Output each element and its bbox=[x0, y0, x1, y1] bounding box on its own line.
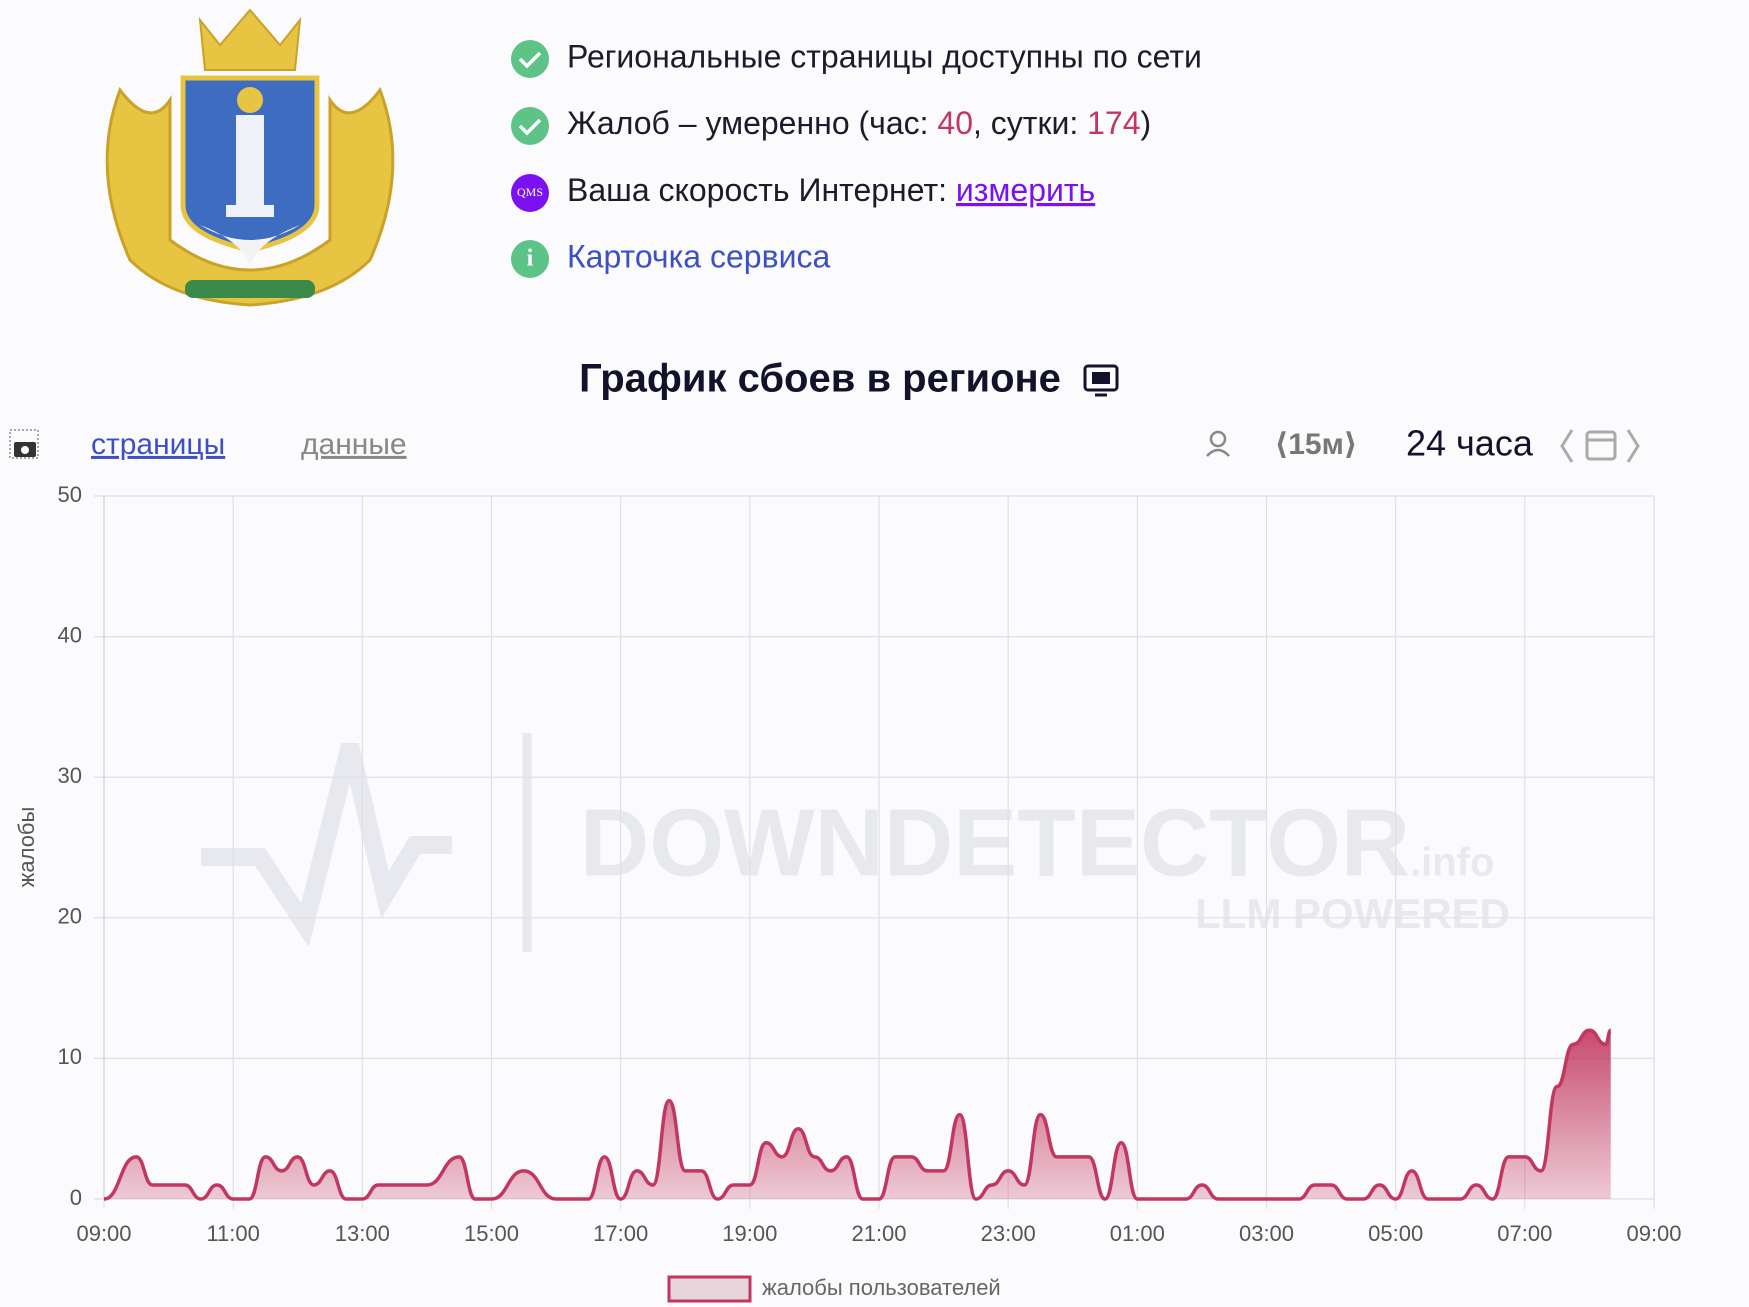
watermark: DOWNDETECTOR .info LLM POWERED bbox=[201, 733, 1510, 952]
legend-label: жалобы пользователей bbox=[762, 1275, 1001, 1300]
status-text: ) bbox=[1140, 105, 1151, 141]
monitor-icon bbox=[1083, 364, 1119, 397]
x-tick-label: 15:00 bbox=[464, 1221, 519, 1246]
status-text: Жалоб – умеренно (час: 40, сутки: 174) bbox=[567, 105, 1151, 141]
chart-title: График сбоев в регионе bbox=[579, 357, 1061, 401]
status-text: Ваша скорость Интернет: bbox=[567, 172, 956, 208]
watermark-brand: DOWNDETECTOR bbox=[580, 789, 1410, 896]
day-count: 174 bbox=[1087, 105, 1140, 141]
info-label: i bbox=[527, 246, 534, 272]
qms-label: QMS bbox=[517, 185, 543, 199]
tab[interactable]: данные bbox=[301, 428, 407, 461]
x-tick-label: 07:00 bbox=[1497, 1221, 1552, 1246]
info-icon bbox=[511, 240, 549, 278]
camera-icon[interactable] bbox=[9, 429, 39, 459]
interval[interactable]: ⟨15м⟩ bbox=[1275, 428, 1358, 461]
status-text: Региональные страницы доступны по сети bbox=[567, 38, 1202, 74]
legend-swatch bbox=[667, 1275, 752, 1303]
speed-link[interactable]: измерить bbox=[956, 172, 1095, 208]
x-tick-label: 19:00 bbox=[722, 1221, 777, 1246]
status-text: Жалоб – умеренно (час: bbox=[567, 105, 937, 141]
y-tick-label: 50 bbox=[58, 482, 82, 507]
x-tick-label: 11:00 bbox=[206, 1221, 259, 1246]
calendar-nav[interactable] bbox=[1560, 429, 1640, 463]
x-tick-label: 09:00 bbox=[76, 1221, 131, 1246]
status-text: Ваша скорость Интернет: измерить bbox=[567, 172, 1095, 208]
y-tick-label: 0 bbox=[70, 1185, 82, 1210]
x-tick-label: 17:00 bbox=[593, 1221, 648, 1246]
ok-icon bbox=[511, 40, 549, 78]
tab[interactable]: страницы bbox=[91, 428, 225, 461]
x-tick-label: 23:00 bbox=[981, 1221, 1036, 1246]
x-tick-label: 13:00 bbox=[335, 1221, 390, 1246]
service-link[interactable]: Карточка сервиса bbox=[567, 238, 830, 274]
watermark-suffix: .info bbox=[1410, 841, 1494, 885]
x-tick-label: 01:00 bbox=[1110, 1221, 1165, 1246]
coat-of-arms bbox=[105, 8, 395, 307]
watermark-tagline: LLM POWERED bbox=[1195, 890, 1510, 937]
x-tick-label: 05:00 bbox=[1368, 1221, 1423, 1246]
y-tick-label: 30 bbox=[58, 763, 82, 788]
hour-count: 40 bbox=[937, 105, 973, 141]
qms-icon bbox=[511, 174, 549, 212]
area bbox=[104, 1030, 1611, 1199]
x-tick-label: 03:00 bbox=[1239, 1221, 1294, 1246]
x-tick-label: 21:00 bbox=[851, 1221, 906, 1246]
user-icon[interactable] bbox=[1206, 430, 1230, 457]
period[interactable]: 24 часа bbox=[1406, 423, 1534, 464]
y-tick-label: 20 bbox=[58, 904, 82, 929]
y-tick-label: 40 bbox=[58, 622, 82, 647]
x-tick-label: 09:00 bbox=[1626, 1221, 1681, 1246]
status-text: , сутки: bbox=[973, 105, 1087, 141]
line bbox=[103, 1028, 1612, 1201]
ok-icon bbox=[511, 107, 549, 145]
y-tick-label: 10 bbox=[58, 1044, 82, 1069]
y-axis-label: жалобы bbox=[14, 807, 39, 888]
